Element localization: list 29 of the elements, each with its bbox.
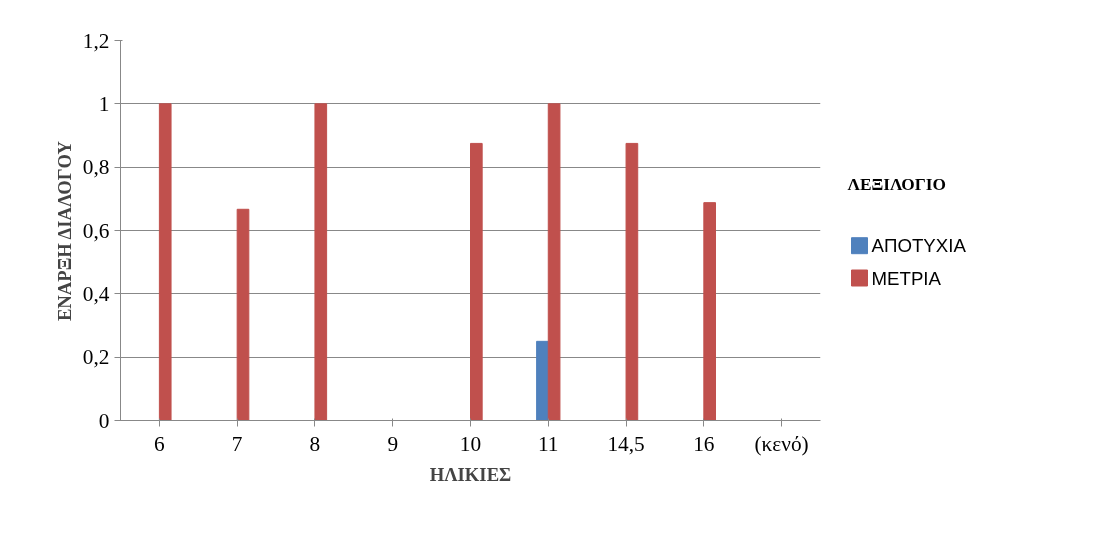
y-tick-label: 0,8 [82, 155, 110, 180]
bar [547, 103, 561, 421]
bar [625, 142, 639, 421]
bar [536, 340, 549, 421]
x-tick-label: 6 [154, 431, 166, 456]
x-tick-label: 16 [693, 431, 715, 456]
bar [158, 103, 172, 421]
x-tick-label: 7 [231, 431, 243, 456]
legend-title: ΛΕΞΙΛΟΓΙΟ [847, 175, 947, 195]
x-axis-title: ΗΛΙΚΙΕΣ [429, 463, 512, 485]
x-tick-label: 11 [538, 431, 559, 456]
y-tick-label: 0,6 [82, 218, 110, 243]
x-tick-label: 14,5 [607, 431, 645, 456]
x-tick-label: 9 [387, 431, 399, 456]
legend-label: ΑΠΟΤΥΧΙΑ [871, 235, 967, 257]
bar [703, 202, 716, 421]
bar [236, 208, 250, 421]
y-axis-title: ΕΝΑΡΞΗ ΔΙΑΛΟΓΟΥ [53, 140, 75, 322]
y-tick-label: 1,2 [82, 28, 110, 53]
legend-label: ΜΕΤΡΙΑ [871, 267, 942, 289]
y-tick-label: 0 [98, 408, 110, 433]
bar [470, 142, 483, 421]
x-tick-label: (κενό) [754, 431, 809, 456]
bar [314, 103, 328, 421]
y-tick-label: 0,4 [82, 281, 110, 306]
y-tick-label: 0,2 [82, 345, 110, 370]
x-tick-label: 8 [309, 431, 321, 456]
x-tick-label: 10 [459, 431, 482, 456]
y-tick-label: 1 [98, 91, 110, 116]
